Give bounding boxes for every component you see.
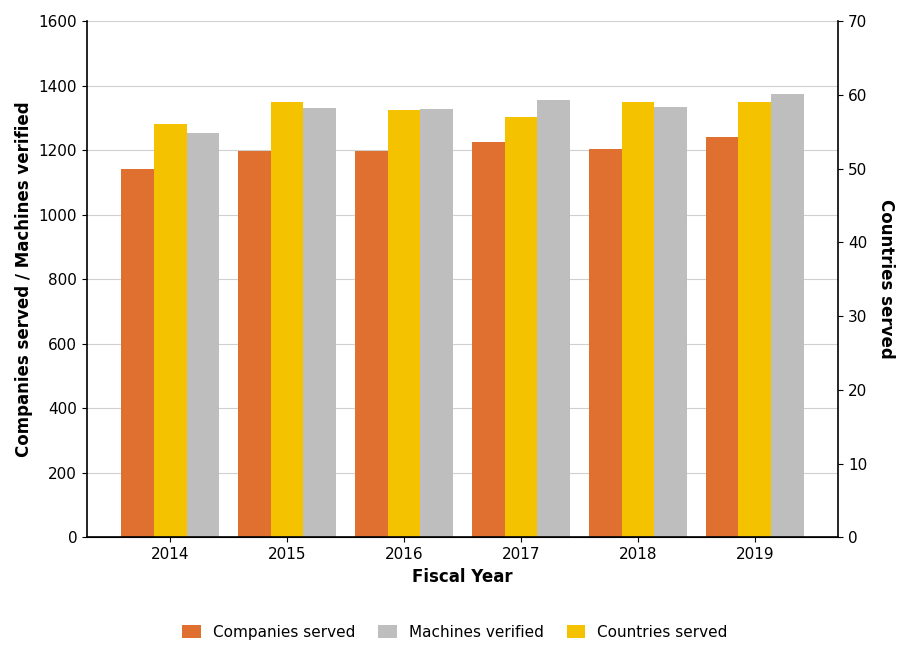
X-axis label: Fiscal Year: Fiscal Year [412, 568, 513, 585]
Bar [121, 170, 154, 537]
Bar [472, 142, 505, 537]
Bar [739, 102, 772, 537]
Bar [355, 151, 388, 537]
Bar [271, 102, 303, 537]
Bar [505, 117, 538, 537]
Legend: Companies served, Machines verified, Countries served: Companies served, Machines verified, Cou… [177, 618, 733, 645]
Bar [772, 94, 804, 537]
Bar [538, 100, 570, 537]
Bar [589, 149, 622, 537]
Bar [303, 108, 336, 537]
Bar [654, 106, 687, 537]
Bar [238, 151, 271, 537]
Bar [420, 109, 453, 537]
Bar [388, 110, 420, 537]
Bar [154, 124, 187, 537]
Y-axis label: Countries served: Countries served [877, 199, 895, 359]
Bar [187, 133, 219, 537]
Bar [706, 137, 739, 537]
Bar [622, 102, 654, 537]
Y-axis label: Companies served / Machines verified: Companies served / Machines verified [15, 102, 33, 457]
